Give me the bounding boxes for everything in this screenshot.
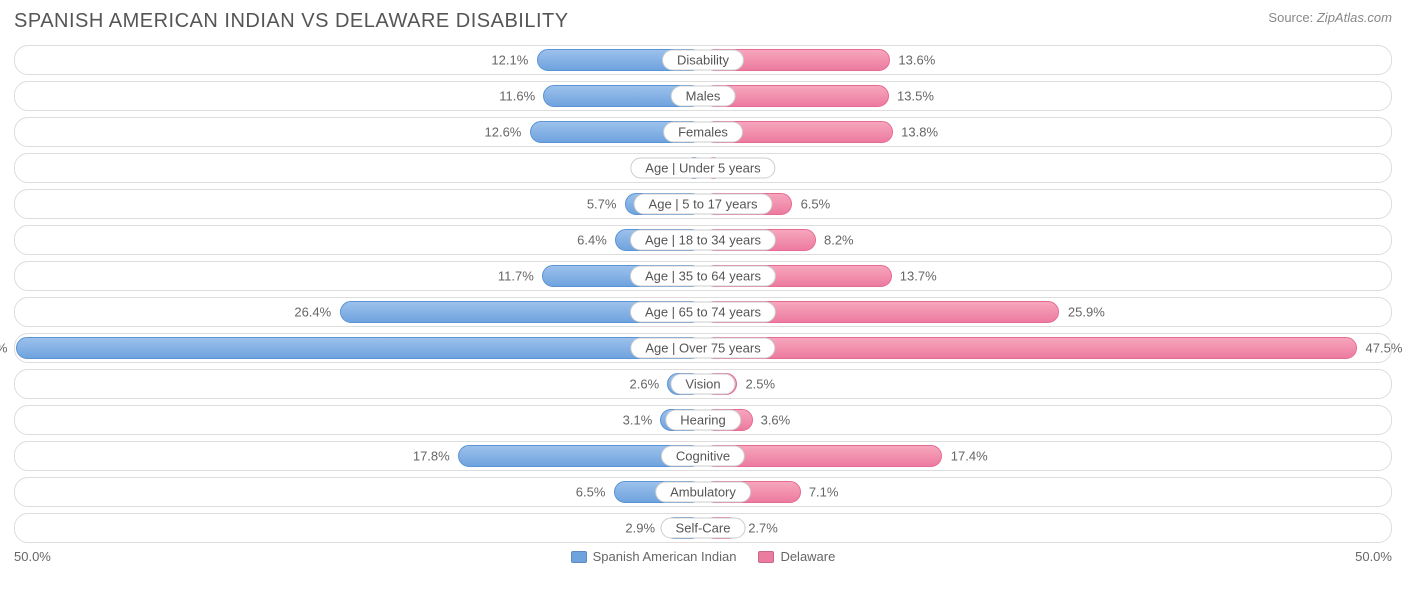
- chart-row: 6.4% 8.2% Age | 18 to 34 years: [14, 225, 1392, 255]
- chart-row: 2.9% 2.7%Self-Care: [14, 513, 1392, 543]
- chart-row: 6.5% 7.1% Ambulatory: [14, 477, 1392, 507]
- category-label: Age | 18 to 34 years: [630, 230, 776, 251]
- value-left: 11.6%: [499, 89, 535, 104]
- value-left: 17.8%: [413, 449, 450, 464]
- category-label: Males: [671, 86, 736, 107]
- chart-title: SPANISH AMERICAN INDIAN VS DELAWARE DISA…: [14, 10, 569, 33]
- value-right: 3.6%: [761, 413, 791, 428]
- category-label: Ambulatory: [655, 482, 751, 503]
- chart-row: 11.7% 13.7% Age | 35 to 64 years: [14, 261, 1392, 291]
- value-right: 2.5%: [745, 377, 775, 392]
- value-left: 12.1%: [491, 53, 528, 68]
- bar-left: [16, 337, 703, 359]
- category-label: Age | 65 to 74 years: [630, 302, 776, 323]
- value-left: 49.9%: [0, 341, 7, 356]
- category-label: Age | Under 5 years: [630, 158, 775, 179]
- value-left: 5.7%: [587, 197, 617, 212]
- diverging-bar-chart: 12.1% 13.6% Disability 11.6% 13.5% Males 12.6%…: [14, 45, 1392, 543]
- category-label: Vision: [670, 374, 735, 395]
- axis-left-max: 50.0%: [14, 549, 51, 564]
- chart-row: 3.1% 3.6% Hearing: [14, 405, 1392, 435]
- chart-row: 49.9%47.5%Age | Over 75 years: [14, 333, 1392, 363]
- category-label: Disability: [662, 50, 744, 71]
- header: SPANISH AMERICAN INDIAN VS DELAWARE DISA…: [14, 10, 1392, 33]
- value-right: 6.5%: [801, 197, 831, 212]
- value-right: 17.4%: [951, 449, 988, 464]
- value-right: 2.7%: [748, 521, 778, 536]
- value-right: 25.9%: [1068, 305, 1105, 320]
- bar-right: [703, 337, 1357, 359]
- value-left: 6.4%: [577, 233, 607, 248]
- legend-item-left: Spanish American Indian: [571, 549, 737, 564]
- source-value: ZipAtlas.com: [1317, 10, 1392, 25]
- value-right: 13.5%: [897, 89, 934, 104]
- chart-row: 26.4% 25.9% Age | 65 to 74 years: [14, 297, 1392, 327]
- value-right: 13.6%: [898, 53, 935, 68]
- chart-row: 1.3%1.5%Age | Under 5 years: [14, 153, 1392, 183]
- category-label: Hearing: [665, 410, 741, 431]
- chart-footer: 50.0% Spanish American Indian Delaware 5…: [14, 549, 1392, 564]
- chart-row: 2.6% 2.5% Vision: [14, 369, 1392, 399]
- category-label: Age | 5 to 17 years: [634, 194, 773, 215]
- chart-row: 12.1% 13.6% Disability: [14, 45, 1392, 75]
- value-left: 2.9%: [625, 521, 655, 536]
- category-label: Age | 35 to 64 years: [630, 266, 776, 287]
- value-right: 7.1%: [809, 485, 839, 500]
- value-right: 8.2%: [824, 233, 854, 248]
- chart-row: 5.7% 6.5% Age | 5 to 17 years: [14, 189, 1392, 219]
- source-attribution: Source: ZipAtlas.com: [1268, 10, 1392, 25]
- value-right: 13.8%: [901, 125, 938, 140]
- axis-right-max: 50.0%: [1355, 549, 1392, 564]
- value-left: 2.6%: [630, 377, 660, 392]
- legend: Spanish American Indian Delaware: [571, 549, 836, 564]
- chart-row: 12.6% 13.8% Females: [14, 117, 1392, 147]
- value-left: 12.6%: [485, 125, 522, 140]
- value-right: 47.5%: [1366, 341, 1403, 356]
- chart-row: 11.6% 13.5% Males: [14, 81, 1392, 111]
- value-left: 26.4%: [294, 305, 331, 320]
- category-label: Cognitive: [661, 446, 745, 467]
- legend-swatch-left: [571, 551, 587, 563]
- value-left: 11.7%: [498, 269, 534, 284]
- chart-row: 17.8% 17.4% Cognitive: [14, 441, 1392, 471]
- value-left: 3.1%: [623, 413, 653, 428]
- source-label: Source:: [1268, 10, 1313, 25]
- legend-swatch-right: [758, 551, 774, 563]
- legend-item-right: Delaware: [758, 549, 835, 564]
- legend-label-right: Delaware: [780, 549, 835, 564]
- value-right: 13.7%: [900, 269, 937, 284]
- value-left: 6.5%: [576, 485, 606, 500]
- legend-label-left: Spanish American Indian: [593, 549, 737, 564]
- category-label: Age | Over 75 years: [630, 338, 775, 359]
- category-label: Females: [663, 122, 743, 143]
- category-label: Self-Care: [661, 518, 746, 539]
